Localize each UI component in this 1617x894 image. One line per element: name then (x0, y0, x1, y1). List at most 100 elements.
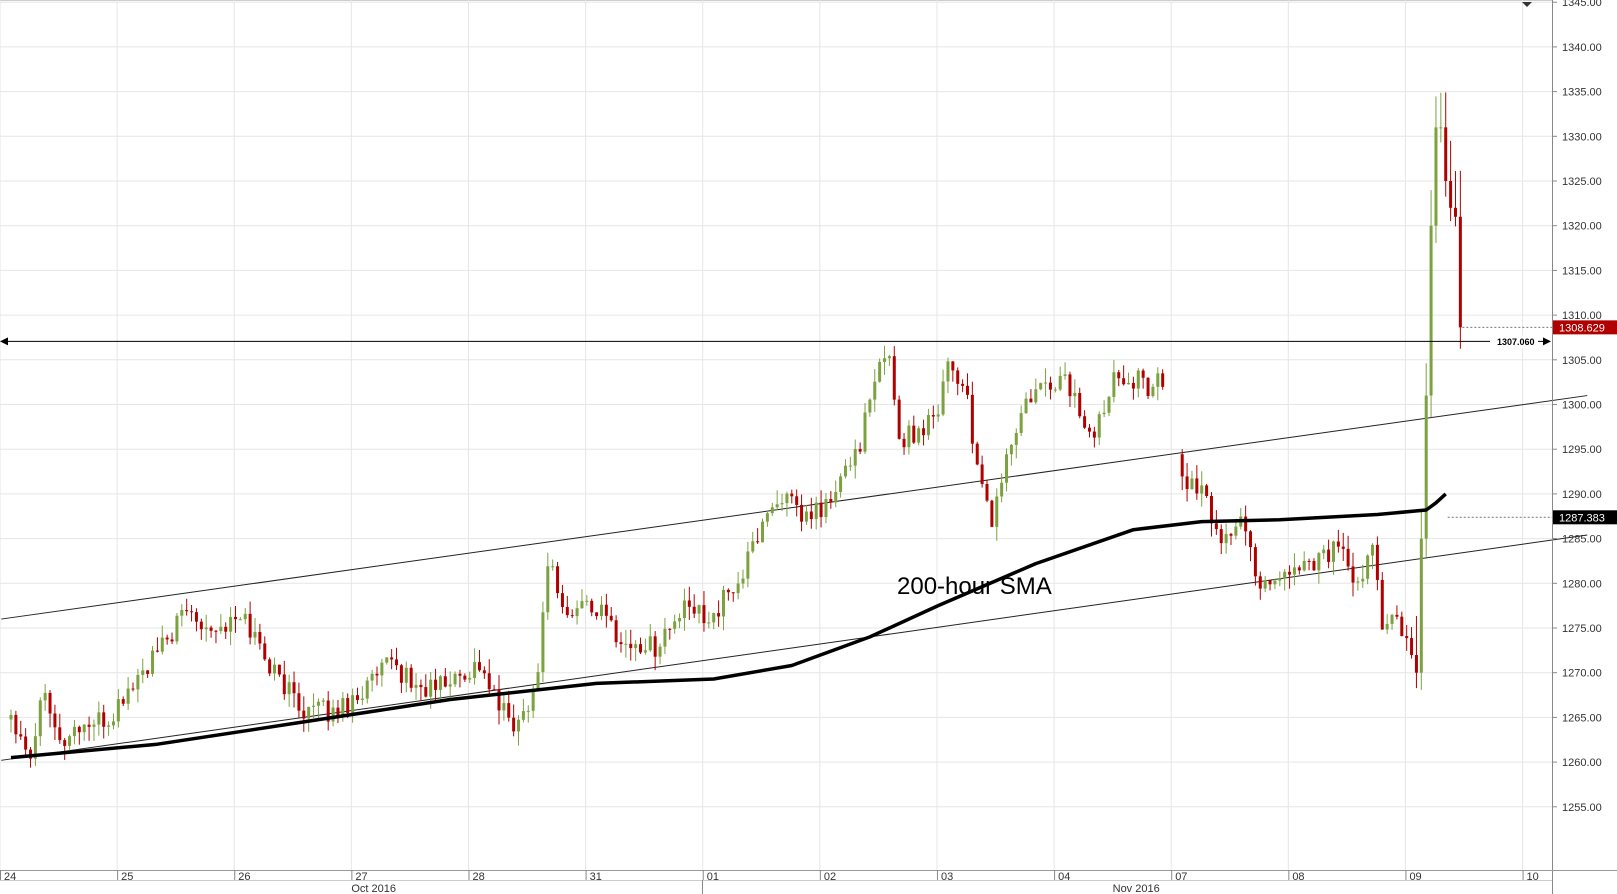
candle-body (121, 699, 125, 704)
candle-body (19, 734, 23, 737)
candle-body (1112, 372, 1116, 397)
candle-body (585, 600, 589, 602)
candle-body (473, 662, 477, 679)
y-tick-label: 1290.00 (1562, 489, 1602, 501)
candle-body (326, 700, 330, 722)
candle-body (258, 632, 262, 644)
y-tick-label: 1300.00 (1562, 400, 1602, 412)
y-tick-label: 1280.00 (1562, 578, 1602, 590)
candle-body (1044, 382, 1048, 384)
candle-body (448, 684, 452, 687)
candle-body (1327, 549, 1331, 562)
candle-body (1366, 555, 1370, 579)
candle-body (346, 698, 350, 714)
candle-body (990, 500, 994, 527)
candle-body (834, 491, 838, 503)
candle-body (824, 499, 828, 518)
candle-body (1161, 373, 1165, 387)
candle-body (1249, 531, 1253, 548)
candle-body (209, 627, 213, 631)
candle-body (1444, 127, 1448, 181)
candle-body (87, 724, 91, 727)
candle-body (151, 650, 155, 674)
candle-body (1136, 370, 1140, 389)
y-tick-label: 1305.00 (1562, 355, 1602, 367)
candle-body (917, 428, 921, 443)
candle-body (370, 673, 374, 681)
candle-body (399, 665, 403, 683)
candle-body (297, 693, 301, 711)
candle-body (1117, 372, 1121, 379)
candle-body (1434, 127, 1438, 226)
candle-body (653, 636, 657, 657)
x-tick-label: 28 (472, 871, 484, 883)
candle-body (1410, 638, 1414, 656)
grid-layer (0, 0, 1552, 870)
candle-body (1000, 482, 1004, 497)
candle-body (531, 689, 535, 711)
x-tick-label: 10 (1527, 871, 1539, 883)
candle-body (721, 589, 725, 617)
candle-body (634, 644, 638, 649)
candle-body (707, 622, 711, 624)
candle-body (380, 662, 384, 676)
y-tick-label: 1345.00 (1562, 0, 1602, 9)
upper-channel-line (1, 395, 1588, 620)
candle-body (1083, 416, 1087, 428)
candle-body (668, 628, 672, 630)
candle-body (1009, 444, 1013, 455)
candle-body (1390, 614, 1394, 624)
candle-body (1219, 529, 1223, 544)
candle-body (1278, 578, 1282, 581)
candle-body (717, 613, 721, 617)
candle-body (233, 616, 237, 620)
candle-body (804, 511, 808, 522)
candle-body (9, 714, 13, 720)
time-axis: 24 25 26 27 28 31 01 02 03 04 07 08 09 10 Oct 2016 Nov … (0, 870, 1617, 894)
candle-body (658, 646, 662, 657)
price-tags: 1308.629 1287.383 (1447, 320, 1617, 525)
dropdown-arrow-icon (1522, 2, 1532, 7)
candle-body (458, 673, 462, 676)
candle-body (248, 613, 252, 638)
candle-body (58, 727, 62, 741)
candle-body (1405, 636, 1409, 639)
candle-body (253, 632, 257, 638)
y-tick-label: 1270.00 (1562, 668, 1602, 680)
x-tick-label: 09 (1409, 871, 1421, 883)
candle-body (897, 399, 901, 439)
candle-body (126, 688, 130, 704)
candle-body (331, 707, 335, 722)
candle-body (204, 627, 208, 630)
candle-body (214, 630, 218, 632)
last-price-tag-box (1553, 320, 1617, 335)
candle-body (482, 670, 486, 674)
candle-body (1146, 377, 1150, 396)
candle-body (24, 736, 28, 750)
candle-body (1029, 398, 1033, 403)
candle-body (1380, 579, 1384, 630)
candle-body (985, 484, 989, 501)
candlesticks (9, 92, 1462, 768)
candle-body (902, 438, 906, 448)
candle-body (1424, 395, 1428, 539)
candle-body (170, 639, 174, 642)
level-label: 1307.060 (1497, 337, 1535, 347)
candle-body (663, 628, 667, 647)
candle-body (565, 606, 569, 616)
x-tick-label: 26 (238, 871, 250, 883)
candle-body (980, 464, 984, 485)
candle-body (907, 425, 911, 448)
candle-body (1068, 374, 1072, 397)
candle-body (1190, 478, 1194, 490)
candle-body (741, 578, 745, 584)
price-axis: 1255.00 1260.00 1265.00 1270.00 1275.00 1280.… (1522, 0, 1602, 894)
y-tick-label: 1260.00 (1562, 757, 1602, 769)
candle-body (351, 695, 355, 714)
x-tick-label: 01 (707, 871, 719, 883)
right-arrow-icon (1543, 337, 1551, 346)
candle-body (512, 717, 516, 732)
candle-body (912, 425, 916, 443)
x-tick-label: 24 (4, 871, 16, 883)
